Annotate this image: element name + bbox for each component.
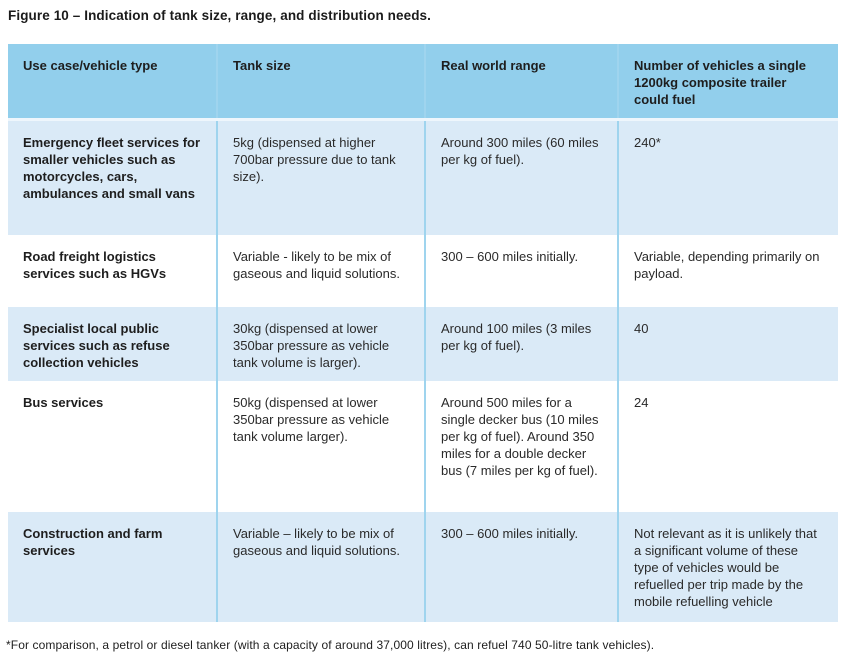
tank-size-range-table: Use case/vehicle type Tank size Real wor…: [8, 44, 838, 622]
table-row-specialist-public: Specialist local public services such as…: [8, 306, 838, 381]
cell-tank-size: Variable - likely to be mix of gaseous a…: [216, 234, 425, 307]
column-header-tank-size: Tank size: [216, 44, 425, 121]
cell-tank-size: 5kg (dispensed at higher 700bar pressure…: [216, 119, 425, 235]
column-header-vehicles-fueled: Number of vehicles a single 1200kg compo…: [617, 44, 838, 121]
cell-range: Around 100 miles (3 miles per kg of fuel…: [424, 306, 618, 381]
cell-range: 300 – 600 miles initially.: [424, 234, 618, 307]
table-header-row: Use case/vehicle type Tank size Real wor…: [8, 44, 838, 121]
table-row-road-freight: Road freight logistics services such as …: [8, 234, 838, 307]
column-header-use-case: Use case/vehicle type: [8, 44, 217, 121]
cell-range: Around 300 miles (60 miles per kg of fue…: [424, 119, 618, 235]
cell-vehicles-fueled: 24: [617, 380, 838, 512]
cell-vehicles-fueled: 40: [617, 306, 838, 381]
cell-tank-size: 50kg (dispensed at lower 350bar pressure…: [216, 380, 425, 512]
cell-use-case: Specialist local public services such as…: [8, 306, 217, 381]
figure-footnote: *For comparison, a petrol or diesel tank…: [6, 638, 655, 652]
table-row-bus-services: Bus services 50kg (dispensed at lower 35…: [8, 380, 838, 512]
cell-use-case: Construction and farm services: [8, 511, 217, 622]
cell-range: 300 – 600 miles initially.: [424, 511, 618, 622]
table-row-emergency-fleet: Emergency fleet services for smaller veh…: [8, 119, 838, 235]
cell-vehicles-fueled: Variable, depending primarily on payload…: [617, 234, 838, 307]
figure-title: Figure 10 – Indication of tank size, ran…: [8, 8, 432, 23]
column-header-real-world-range: Real world range: [424, 44, 618, 121]
cell-use-case: Emergency fleet services for smaller veh…: [8, 119, 217, 235]
cell-range: Around 500 miles for a single decker bus…: [424, 380, 618, 512]
cell-use-case: Bus services: [8, 380, 217, 512]
table-row-construction-farm: Construction and farm services Variable …: [8, 511, 838, 622]
cell-tank-size: 30kg (dispensed at lower 350bar pressure…: [216, 306, 425, 381]
cell-use-case: Road freight logistics services such as …: [8, 234, 217, 307]
cell-tank-size: Variable – likely to be mix of gaseous a…: [216, 511, 425, 622]
cell-vehicles-fueled: Not relevant as it is unlikely that a si…: [617, 511, 838, 622]
cell-vehicles-fueled: 240*: [617, 119, 838, 235]
